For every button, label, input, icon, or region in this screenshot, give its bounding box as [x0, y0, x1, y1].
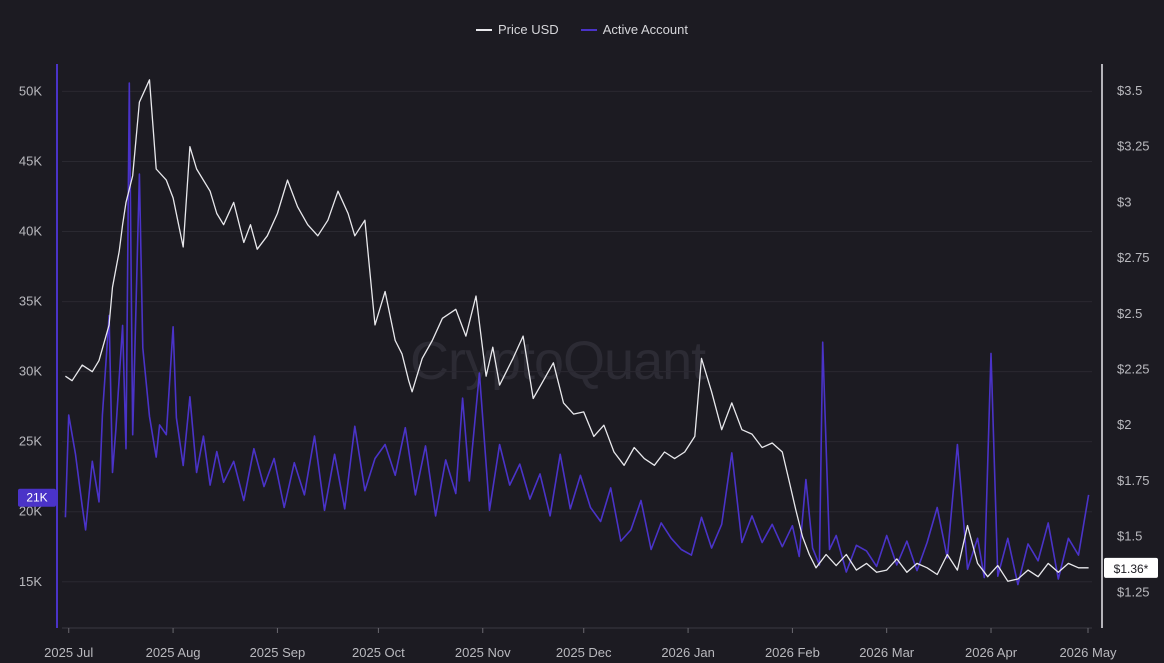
x-tick-label: 2026 Apr [965, 645, 1018, 660]
x-tick-label: 2025 Dec [556, 645, 612, 660]
active-swatch [580, 28, 597, 31]
y-tick-label-left: 50K [19, 83, 42, 98]
y-tick-label-right: $1.5 [1117, 529, 1142, 544]
price-usd-line [65, 79, 1089, 582]
y-tick-label-right: $2.25 [1117, 362, 1150, 377]
y-tick-label-left: 15K [19, 574, 42, 589]
x-tick-label: 2026 Mar [859, 645, 915, 660]
y-tick-label-left: 30K [19, 364, 42, 379]
x-tick-label: 2025 Sep [250, 645, 306, 660]
y-tick-label-left: 20K [19, 504, 42, 519]
y-tick-label-left: 40K [19, 224, 42, 239]
active-account-line [64, 82, 1090, 586]
y-tick-label-left: 25K [19, 434, 42, 449]
x-tick-label: 2026 May [1059, 645, 1117, 660]
y-tick-label-right: $1.25 [1117, 584, 1150, 599]
x-tick-label: 2025 Aug [146, 645, 201, 660]
x-tick-label: 2025 Nov [455, 645, 511, 660]
y-tick-label-right: $2.5 [1117, 306, 1142, 321]
legend: Price USD Active Account [0, 22, 1164, 37]
current-value-label-right: $1.36* [1114, 562, 1149, 576]
legend-item-active[interactable]: Active Account [580, 22, 688, 37]
price-swatch [476, 28, 493, 31]
legend-price-label: Price USD [498, 22, 559, 37]
y-tick-label-right: $1.75 [1117, 473, 1150, 488]
legend-item-price[interactable]: Price USD [476, 22, 559, 37]
current-value-label-left: 21K [26, 491, 47, 505]
current-value-badge-left [18, 488, 56, 507]
x-tick-label: 2025 Jul [44, 645, 93, 660]
y-tick-label-right: $3.25 [1117, 139, 1150, 154]
y-tick-label-right: $2.75 [1117, 250, 1150, 265]
y-tick-label-right: $2 [1117, 417, 1131, 432]
x-tick-label: 2026 Jan [661, 645, 715, 660]
current-value-badge-right [1104, 557, 1158, 578]
y-tick-label-right: $3 [1117, 194, 1131, 209]
legend-active-label: Active Account [602, 22, 688, 37]
x-tick-label: 2025 Oct [352, 645, 405, 660]
y-tick-label-left: 45K [19, 153, 42, 168]
y-tick-label-right: $3.5 [1117, 83, 1142, 98]
x-tick-label: 2026 Feb [765, 645, 820, 660]
y-tick-label-left: 35K [19, 294, 42, 309]
